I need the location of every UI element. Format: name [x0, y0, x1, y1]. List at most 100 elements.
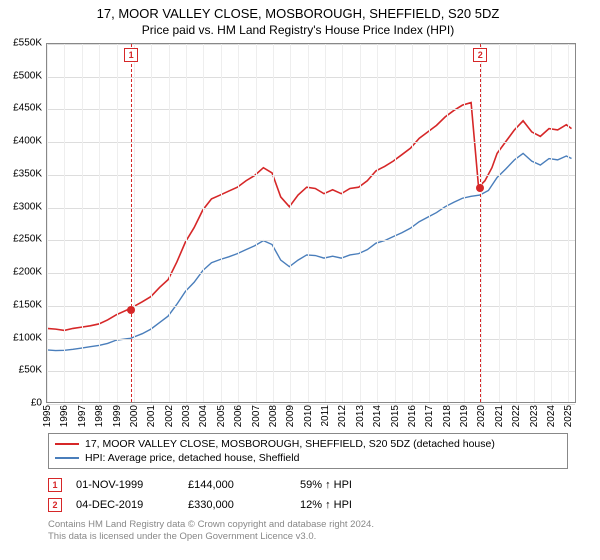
event-dot — [127, 306, 135, 314]
gridline-v — [151, 44, 152, 402]
gridline-v — [256, 44, 257, 402]
plot-area: 12 — [46, 43, 576, 403]
y-tick-label: £350K — [13, 168, 42, 179]
x-tick-label: 2003 — [181, 405, 192, 427]
x-tick-label: 1997 — [77, 405, 88, 427]
x-tick-label: 2019 — [459, 405, 470, 427]
event-vline — [131, 44, 132, 402]
event-hpi-delta: 59% ↑ HPI — [300, 479, 398, 491]
chart-subtitle: Price paid vs. HM Land Registry's House … — [6, 23, 590, 37]
gridline-v — [169, 44, 170, 402]
gridline-h — [47, 109, 575, 110]
gridline-v — [308, 44, 309, 402]
legend-swatch — [55, 457, 79, 459]
gridline-v — [360, 44, 361, 402]
gridline-v — [499, 44, 500, 402]
gridline-v — [395, 44, 396, 402]
gridline-h — [47, 208, 575, 209]
gridline-v — [134, 44, 135, 402]
x-tick-label: 2007 — [251, 405, 262, 427]
gridline-v — [568, 44, 569, 402]
x-tick-label: 2016 — [407, 405, 418, 427]
x-tick-label: 2018 — [442, 405, 453, 427]
event-date: 04-DEC-2019 — [76, 499, 174, 511]
gridline-v — [377, 44, 378, 402]
y-tick-label: £0 — [31, 398, 42, 409]
gridline-v — [273, 44, 274, 402]
legend-row: HPI: Average price, detached house, Shef… — [55, 451, 561, 465]
x-tick-label: 2000 — [129, 405, 140, 427]
event-vline — [480, 44, 481, 402]
y-axis-labels: £0£50K£100K£150K£200K£250K£300K£350K£400… — [6, 43, 46, 403]
gridline-v — [203, 44, 204, 402]
gridline-h — [47, 306, 575, 307]
x-tick-label: 1998 — [94, 405, 105, 427]
gridline-h — [47, 240, 575, 241]
legend-label: HPI: Average price, detached house, Shef… — [85, 452, 299, 464]
event-row: 1 01-NOV-1999 £144,000 59% ↑ HPI — [48, 475, 590, 495]
gridline-h — [47, 77, 575, 78]
event-date: 01-NOV-1999 — [76, 479, 174, 491]
y-tick-label: £500K — [13, 70, 42, 81]
event-price: £144,000 — [188, 479, 286, 491]
y-tick-label: £150K — [13, 299, 42, 310]
x-tick-label: 2014 — [372, 405, 383, 427]
x-axis-labels: 1995199619971998199920002001200220032004… — [46, 403, 576, 431]
gridline-v — [429, 44, 430, 402]
chart-title: 17, MOOR VALLEY CLOSE, MOSBOROUGH, SHEFF… — [6, 6, 590, 21]
x-tick-label: 2009 — [285, 405, 296, 427]
series-line — [47, 153, 572, 350]
gridline-v — [516, 44, 517, 402]
x-tick-label: 2010 — [303, 405, 314, 427]
event-dot — [476, 184, 484, 192]
event-marker-box: 1 — [124, 48, 138, 62]
chart-area: £0£50K£100K£150K£200K£250K£300K£350K£400… — [6, 43, 576, 431]
x-tick-label: 2001 — [146, 405, 157, 427]
gridline-v — [238, 44, 239, 402]
x-tick-label: 2012 — [337, 405, 348, 427]
x-tick-label: 2021 — [494, 405, 505, 427]
gridline-v — [221, 44, 222, 402]
footer-attribution: Contains HM Land Registry data © Crown c… — [48, 519, 590, 543]
gridline-v — [47, 44, 48, 402]
x-tick-label: 1996 — [59, 405, 70, 427]
gridline-v — [534, 44, 535, 402]
event-hpi-delta: 12% ↑ HPI — [300, 499, 398, 511]
gridline-h — [47, 175, 575, 176]
chart-titles: 17, MOOR VALLEY CLOSE, MOSBOROUGH, SHEFF… — [6, 6, 590, 37]
x-tick-label: 2002 — [164, 405, 175, 427]
x-tick-label: 2005 — [216, 405, 227, 427]
x-tick-label: 2008 — [268, 405, 279, 427]
legend: 17, MOOR VALLEY CLOSE, MOSBOROUGH, SHEFF… — [48, 433, 568, 469]
event-index-box: 1 — [48, 478, 62, 492]
x-tick-label: 1995 — [42, 405, 53, 427]
x-tick-label: 2017 — [424, 405, 435, 427]
gridline-v — [342, 44, 343, 402]
event-marker-box: 2 — [473, 48, 487, 62]
y-tick-label: £50K — [19, 365, 42, 376]
legend-swatch — [55, 443, 79, 445]
gridline-v — [290, 44, 291, 402]
x-tick-label: 2022 — [511, 405, 522, 427]
x-tick-label: 2020 — [476, 405, 487, 427]
x-tick-label: 2025 — [563, 405, 574, 427]
legend-label: 17, MOOR VALLEY CLOSE, MOSBOROUGH, SHEFF… — [85, 438, 495, 450]
gridline-v — [99, 44, 100, 402]
gridline-h — [47, 339, 575, 340]
gridline-v — [117, 44, 118, 402]
x-tick-label: 1999 — [112, 405, 123, 427]
footer-line: This data is licensed under the Open Gov… — [48, 531, 590, 543]
gridline-v — [464, 44, 465, 402]
x-tick-label: 2024 — [546, 405, 557, 427]
gridline-h — [47, 371, 575, 372]
gridline-v — [325, 44, 326, 402]
gridline-v — [481, 44, 482, 402]
event-row: 204-DEC-2019£330,00012% ↑ HPI — [48, 495, 590, 515]
gridline-v — [412, 44, 413, 402]
legend-row: 17, MOOR VALLEY CLOSE, MOSBOROUGH, SHEFF… — [55, 437, 561, 451]
x-tick-label: 2023 — [529, 405, 540, 427]
y-tick-label: £250K — [13, 234, 42, 245]
gridline-v — [64, 44, 65, 402]
y-tick-label: £100K — [13, 332, 42, 343]
gridline-h — [47, 44, 575, 45]
